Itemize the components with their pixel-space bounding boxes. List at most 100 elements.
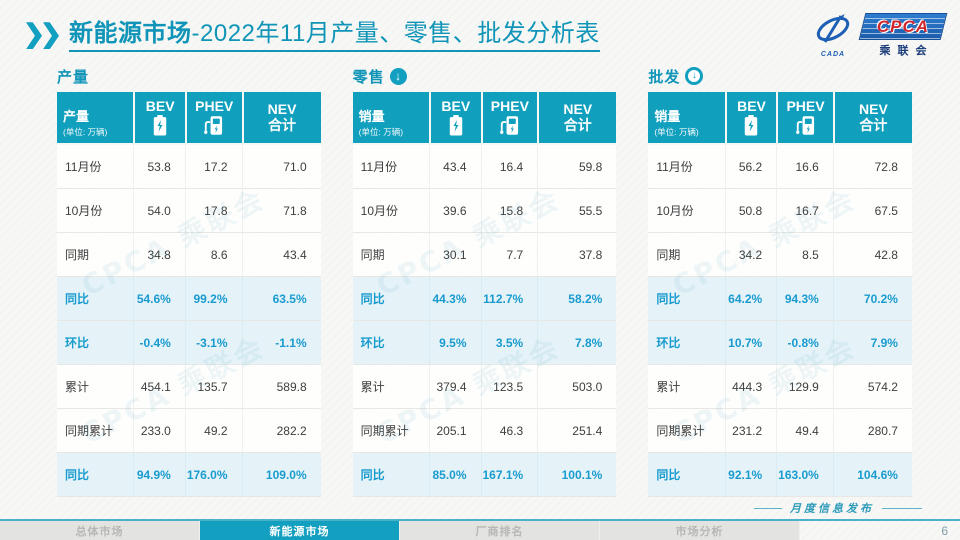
retail-table: 零售销量 (单位: 万辆) BEV PHEV NEV 合计 11月份43.416.459.… <box>352 64 617 497</box>
column-header-label: BEV <box>737 97 766 114</box>
column-header-cell: PHEV <box>776 92 833 145</box>
cell-value: 54.6% <box>133 277 185 321</box>
row-label: 环比 <box>352 321 430 365</box>
cada-swoosh-icon <box>811 13 855 50</box>
cell-value: 16.7 <box>776 189 833 233</box>
column-header-label: PHEV <box>490 97 529 114</box>
cell-value: 7.7 <box>480 233 538 277</box>
cell-value: 167.1% <box>480 453 538 497</box>
cell-value: 112.7% <box>480 277 538 321</box>
cell-value: 100.1% <box>537 453 617 497</box>
page-number: 6 <box>941 524 948 538</box>
row-label: 11月份 <box>352 145 430 189</box>
cell-value: 64.2% <box>724 277 777 321</box>
battery-icon <box>743 115 759 136</box>
cell-value: -3.1% <box>184 321 242 365</box>
cell-value: 17.8 <box>184 189 242 233</box>
row-label: 同期累计 <box>352 409 430 453</box>
cell-value: -0.4% <box>133 321 185 365</box>
cell-value: 444.3 <box>724 365 777 409</box>
note-dash-right <box>882 507 922 509</box>
column-header-cell: NEV 合计 <box>241 92 321 145</box>
cell-value: 10.7% <box>724 321 777 365</box>
cell-value: 233.0 <box>133 409 185 453</box>
footer-note-text: 月度信息发布 <box>790 502 874 515</box>
cell-value: 53.8 <box>133 145 185 189</box>
cell-value: 55.5 <box>537 189 617 233</box>
cpca-logo-subtext: 乘联会 <box>879 45 934 57</box>
cell-value: 231.2 <box>724 409 777 453</box>
double-chevron-icon <box>26 22 60 50</box>
row-label: 同比 <box>57 453 134 497</box>
cell-value: 16.4 <box>480 145 538 189</box>
section-header: 产量 <box>57 64 321 88</box>
row-label: 11月份 <box>57 145 134 189</box>
cell-value: -1.1% <box>241 321 321 365</box>
cell-value: 85.0% <box>429 453 481 497</box>
footer-divider <box>0 519 960 521</box>
cell-value: 37.8 <box>537 233 617 277</box>
data-table-grid: 销量 (单位: 万辆) BEV PHEV NEV 合计 11月份 56.2 16.6 72.8 1… <box>648 92 912 497</box>
cell-value: 16.6 <box>776 145 833 189</box>
row-label: 10月份 <box>352 189 430 233</box>
row-label: 同期 <box>57 233 134 277</box>
data-table-grid: 产量 (单位: 万辆) BEV PHEV NEV 合计 11月份 53.8 17.2 71.0 1… <box>57 92 321 497</box>
cell-value: 379.4 <box>429 365 481 409</box>
column-header-cell: NEV 合计 <box>832 92 912 145</box>
cell-value: 251.4 <box>537 409 617 453</box>
cell-value: 50.8 <box>724 189 777 233</box>
cell-value: 70.2% <box>832 277 912 321</box>
row-label: 同比 <box>352 277 430 321</box>
data-table-grid: 销量 (单位: 万辆) BEV PHEV NEV 合计 11月份 43.4 16.4 59.8 1… <box>352 92 617 497</box>
row-label: 环比 <box>57 321 134 365</box>
tab-item[interactable]: 总体市场 <box>0 521 200 540</box>
cell-value: 44.3% <box>429 277 481 321</box>
column-header-cell: PHEV <box>480 92 538 145</box>
cell-value: 43.4 <box>429 145 481 189</box>
cell-value: 46.3 <box>480 409 538 453</box>
cell-value: 589.8 <box>241 365 321 409</box>
cada-logo-text: CADA <box>820 50 846 58</box>
cell-value: 280.7 <box>832 409 912 453</box>
cell-value: 282.2 <box>241 409 321 453</box>
column-header-cell: NEV 合计 <box>537 92 617 145</box>
corner-unit: (单位: 万辆) <box>358 127 404 137</box>
down-arrow-circle-ring-icon <box>685 67 704 85</box>
tab-item[interactable]: 厂商排名 <box>400 521 600 540</box>
cell-value: 3.5% <box>480 321 538 365</box>
column-header-label: NEV 合计 <box>859 100 888 133</box>
cell-value: 163.0% <box>776 453 833 497</box>
corner-header-cell: 销量 (单位: 万辆) <box>352 92 430 145</box>
footer-note: 月度信息发布 <box>754 500 922 516</box>
battery-icon <box>448 115 464 136</box>
down-arrow-circle-solid-icon <box>389 67 407 85</box>
row-label: 同期累计 <box>57 409 134 453</box>
cell-value: 7.9% <box>832 321 912 365</box>
cell-value: 43.4 <box>241 233 321 277</box>
cell-value: 205.1 <box>429 409 481 453</box>
cell-value: 58.2% <box>537 277 617 321</box>
cell-value: 8.5 <box>776 233 833 277</box>
cell-value: 7.8% <box>537 321 617 365</box>
cell-value: 129.9 <box>776 365 833 409</box>
cell-value: 34.2 <box>724 233 777 277</box>
cell-value: 109.0% <box>241 453 321 497</box>
row-label: 累计 <box>648 365 725 409</box>
column-header-label: PHEV <box>786 97 825 114</box>
cell-value: -0.8% <box>776 321 833 365</box>
tab-item[interactable]: 新能源市场 <box>200 521 400 540</box>
column-header-cell: BEV <box>724 92 777 145</box>
row-label: 累计 <box>352 365 430 409</box>
cell-value: 15.8 <box>480 189 538 233</box>
row-label: 10月份 <box>648 189 725 233</box>
tab-item[interactable]: 市场分析 <box>600 521 800 540</box>
cell-value: 123.5 <box>480 365 538 409</box>
cell-value: 92.1% <box>724 453 777 497</box>
bottom-tabbar: 总体市场 新能源市场 厂商排名 市场分析 <box>0 521 800 540</box>
column-header-label: BEV <box>145 97 175 114</box>
cell-value: 34.8 <box>133 233 185 277</box>
cada-logo: CADA <box>811 13 855 58</box>
cell-value: 54.0 <box>133 189 185 233</box>
corner-unit: (单位: 万辆) <box>63 127 108 137</box>
